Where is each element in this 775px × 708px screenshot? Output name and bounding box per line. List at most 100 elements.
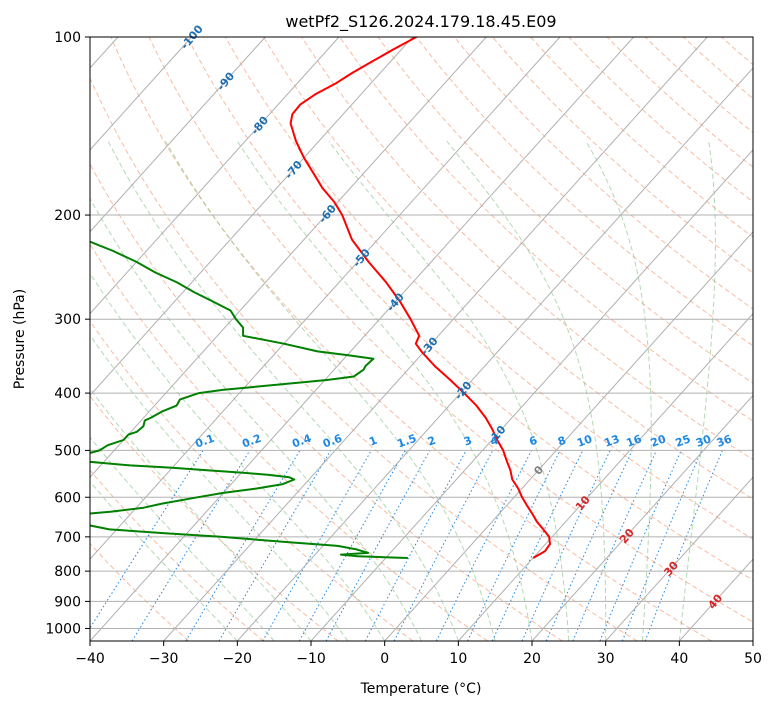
mixing-ratio-label: 6	[528, 434, 540, 449]
mixing-ratio-label: 30	[694, 432, 713, 450]
x-tick-label: −30	[149, 651, 179, 667]
background-lines	[90, 37, 775, 641]
y-tick-label: 900	[54, 594, 81, 610]
mixing-ratio-label: 13	[602, 432, 621, 449]
skewed-isotherm-line	[310, 149, 753, 641]
skewed-isotherm-line	[90, 37, 487, 479]
moist-adiabat-line	[585, 140, 652, 641]
mixing-ratio-line	[545, 450, 633, 641]
dry-adiabat-line	[263, 37, 753, 500]
dry-adiabat-line	[224, 37, 753, 540]
moist-adiabat-line	[90, 334, 349, 641]
y-tick-label: 300	[54, 312, 81, 328]
x-tick-label: 30	[597, 651, 615, 667]
x-tick-label: 40	[670, 651, 688, 667]
x-axis-ticks: −40 −30 −20 −10 0 10 20 30 40 50	[75, 641, 762, 667]
moist-adiabat-line	[236, 140, 533, 641]
profile-series	[90, 37, 551, 559]
mixing-ratio-label: 36	[715, 432, 734, 450]
dry-adiabat-line	[760, 37, 775, 641]
dry-adiabat-line	[90, 469, 264, 641]
x-tick-label: −40	[75, 651, 105, 667]
skewed-isotherm-line	[90, 37, 266, 233]
mixing-ratio-line	[393, 450, 494, 641]
dry-adiabat-line	[377, 37, 753, 384]
line-labels: -100-90-80-70-60-50-40-30-20-10010203040…	[178, 22, 734, 611]
dry-adiabat-line	[339, 37, 753, 422]
y-axis-label: Pressure (hPa)	[12, 289, 28, 389]
dry-adiabat-line	[148, 37, 753, 623]
mixing-ratio-line	[435, 450, 532, 641]
y-axis-ticks: 100 200 300 400 500 600 700 800 900 1000	[45, 30, 90, 637]
mixing-ratio-line	[491, 450, 584, 641]
mixing-ratio-line	[262, 450, 372, 641]
skewed-isotherm-line	[90, 37, 561, 560]
mixing-ratio-line	[90, 450, 204, 629]
mixing-ratio-label: 20	[649, 432, 668, 450]
skewed-isotherm-line	[384, 230, 753, 641]
dry-adiabat-line	[568, 37, 753, 203]
y-tick-label: 500	[54, 443, 81, 459]
mixing-ratio-label: 2	[426, 434, 438, 449]
mixing-ratio-label: 8	[556, 434, 568, 449]
moist-adiabat-line	[678, 141, 716, 641]
mixing-ratio-label: 0.2	[240, 432, 263, 451]
x-tick-label: 10	[449, 651, 467, 667]
mixing-ratio-line	[185, 450, 301, 641]
y-tick-label: 800	[54, 564, 81, 580]
moist-adiabat-line	[90, 436, 275, 641]
skewed-isotherm-line	[90, 37, 192, 151]
dry-adiabat-line	[530, 37, 753, 238]
mixing-ratio-label: 0.6	[321, 432, 344, 451]
y-tick-label: 200	[54, 208, 81, 224]
mixing-ratio-label: 4	[489, 434, 501, 449]
x-tick-label: −10	[296, 651, 326, 667]
y-tick-label: 700	[54, 530, 81, 546]
dewpoint-line	[90, 240, 408, 559]
y-tick-label: 100	[54, 30, 81, 46]
x-axis-label: Temperature (°C)	[360, 681, 482, 697]
dry-adiabat-line	[606, 37, 753, 168]
skewed-isotherm-line	[605, 476, 753, 641]
dry-adiabat-line	[90, 77, 638, 641]
x-tick-label: 50	[744, 651, 762, 667]
dry-adiabat-line	[90, 320, 414, 641]
skewed-isotherm-line	[457, 312, 753, 641]
skewed-isotherm-line	[90, 37, 634, 641]
mixing-ratio-line	[131, 450, 251, 641]
mixing-ratio-line	[599, 450, 682, 641]
mixing-ratio-line	[572, 450, 657, 641]
mixing-ratio-line	[467, 450, 561, 641]
chart-title: wetPf2_S126.2024.179.18.45.E09	[285, 12, 556, 32]
mixing-ratio-label: 1.5	[395, 432, 418, 451]
moist-adiabat-line	[328, 140, 570, 641]
pressure-gridlines	[90, 37, 753, 629]
plot-frame	[89, 36, 754, 642]
skewed-isotherm-line	[752, 640, 753, 641]
mixing-ratio-label: 25	[674, 432, 693, 449]
mixing-ratio-label: 0.1	[193, 432, 216, 451]
dry-adiabat-line	[682, 37, 753, 100]
moist-adiabat-line	[107, 140, 459, 641]
mixing-ratio-line	[325, 450, 431, 641]
mixing-ratio-line	[364, 450, 467, 641]
y-tick-label: 600	[54, 490, 81, 506]
dry-adiabat-line	[90, 542, 190, 641]
mixing-ratio-label: 3	[462, 434, 474, 449]
mixing-ratio-label: 1	[367, 434, 379, 449]
temperature-line	[289, 37, 551, 559]
y-tick-label: 400	[54, 386, 81, 402]
mixing-ratio-label: 0.4	[290, 432, 313, 451]
x-tick-label: −20	[223, 651, 253, 667]
moist-adiabat-line	[90, 480, 238, 641]
x-tick-label: 0	[380, 651, 389, 667]
moist-adiabat-line	[90, 388, 312, 641]
dry-adiabat-line	[415, 37, 753, 347]
mixing-ratio-line	[644, 450, 723, 641]
dry-adiabat-line	[90, 243, 488, 641]
mixing-ratio-line	[298, 450, 406, 641]
y-tick-label: 1000	[45, 621, 81, 637]
dry-adiabat-line	[110, 37, 712, 641]
skewed-isotherm-line	[531, 394, 753, 641]
